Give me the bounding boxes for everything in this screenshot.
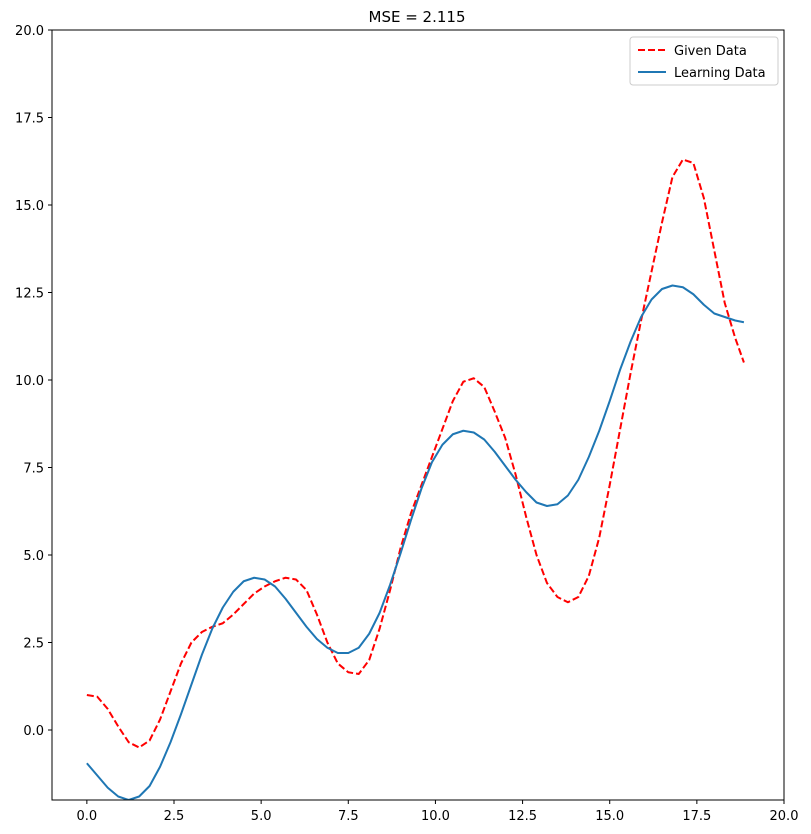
x-tick-label: 12.5 bbox=[508, 809, 537, 824]
y-tick-label: 0.0 bbox=[23, 724, 44, 739]
y-tick-label: 7.5 bbox=[23, 462, 44, 477]
chart-title: MSE = 2.115 bbox=[369, 8, 466, 26]
x-axis-ticks: 0.0 2.5 5.0 7.5 10.0 12.5 15.0 17.5 20.0 bbox=[77, 800, 799, 824]
x-tick-label: 10.0 bbox=[421, 809, 450, 824]
y-tick-label: 20.0 bbox=[15, 24, 44, 39]
x-tick-label: 5.0 bbox=[251, 809, 272, 824]
x-tick-label: 7.5 bbox=[338, 809, 359, 824]
x-tick-label: 15.0 bbox=[595, 809, 624, 824]
y-tick-label: 15.0 bbox=[15, 199, 44, 214]
legend: Given Data Learning Data bbox=[629, 36, 779, 86]
plot-series bbox=[86, 158, 745, 800]
legend-label: Learning Data bbox=[674, 66, 766, 81]
x-tick-label: 0.0 bbox=[77, 809, 98, 824]
x-tick-label: 20.0 bbox=[770, 809, 799, 824]
series-line-learning-data bbox=[86, 284, 745, 800]
legend-label: Given Data bbox=[674, 44, 747, 59]
y-tick-label: 17.5 bbox=[15, 112, 44, 127]
y-tick-label: 5.0 bbox=[23, 549, 44, 564]
legend-box bbox=[629, 36, 779, 86]
y-axis-ticks: 0.0 2.5 5.0 7.5 10.0 12.5 15.0 17.5 20.0 bbox=[15, 24, 52, 739]
y-tick-label: 10.0 bbox=[15, 374, 44, 389]
series-line-given-data bbox=[86, 158, 745, 749]
x-tick-label: 2.5 bbox=[164, 809, 185, 824]
y-tick-label: 2.5 bbox=[23, 637, 44, 652]
plot-frame bbox=[51, 29, 785, 801]
x-tick-label: 17.5 bbox=[682, 809, 711, 824]
y-tick-label: 12.5 bbox=[15, 287, 44, 302]
